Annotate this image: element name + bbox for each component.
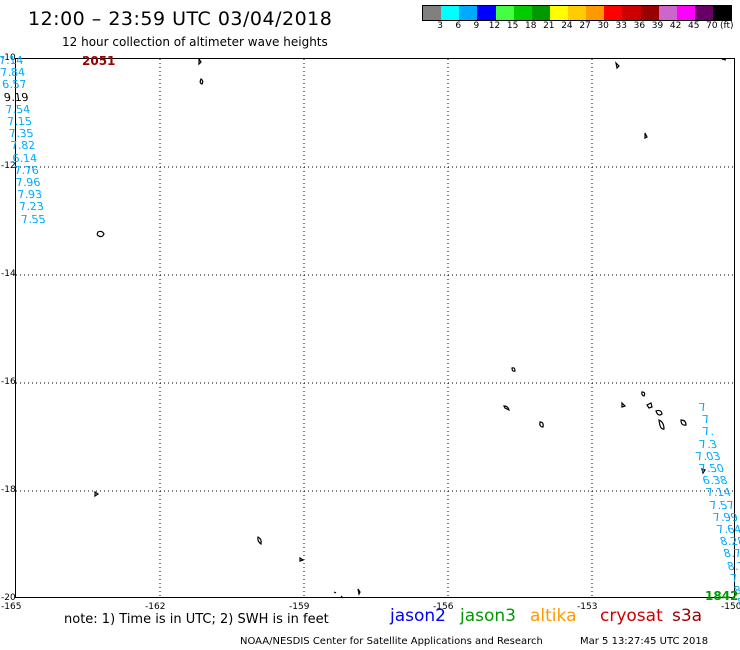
legend-swatch [441,6,460,20]
legend-swatch [713,6,732,20]
island [357,588,361,596]
legend-tick: 36 [633,21,646,31]
color-legend [422,5,732,21]
island [511,367,516,372]
island [701,468,706,475]
wave-height-value: 7.55 [20,212,47,226]
legend-swatch [694,6,713,20]
legend-swatch [459,6,478,20]
longitude-label: -156 [433,602,454,612]
island [199,78,204,85]
legend-swatch [549,6,568,20]
legend-swatch [658,6,677,20]
wave-height-value: 7. [700,425,715,439]
legend-tick: 9 [473,21,480,31]
longitude-label: -153 [577,602,598,612]
latitude-label: -12 [1,161,16,171]
legend-swatch [513,6,532,20]
note-text: note: 1) Time is in UTC; 2) SWH is in fe… [64,612,329,627]
satellite-label-cryosat: cryosat [600,606,663,626]
island [658,419,665,430]
legend-tick: 27 [579,21,591,31]
legend-tick: 3 [437,21,443,31]
pass-time-right: 1842 [705,589,739,603]
island [96,230,105,238]
legend-swatch [568,6,587,20]
longitude-label: -162 [145,602,166,612]
wave-height-value: 6.14 [11,151,38,165]
island [333,591,337,594]
map-svg [16,59,736,599]
wave-height-value: 7.3 [696,437,719,451]
satellite-label-altika: altika [530,606,577,626]
island [94,490,100,498]
grid-lines [16,59,736,599]
pass-time-left: 2051 [82,54,116,68]
wave-height-value: 7.23 [18,200,45,214]
wave-height-value: 8.72 [721,547,740,561]
satellite-label-jason3: jason3 [460,606,516,626]
islands [94,59,727,599]
latitude-label: -20 [1,593,16,603]
island [340,595,344,599]
latitude-label: -18 [1,485,16,495]
legend-ticks: 3 6 9 12 15 18 21 24 27 30 33 36 39 42 45 70 [422,21,730,33]
legend-tick: 18 [524,21,537,31]
island [621,401,627,408]
wave-height-value: 7.14 [703,486,733,500]
satellite-label-s3a: s3a [672,606,703,626]
wave-height-value: 6.57 [1,78,28,92]
longitude-label: -165 [1,602,22,612]
legend-tick: 24 [561,21,573,31]
legend-tick: 12 [488,21,501,31]
island [655,409,663,416]
legend-swatch [676,6,695,20]
island [257,536,262,546]
legend-swatch [586,6,605,20]
legend-tick: 21 [543,21,555,31]
island [680,419,687,426]
island [198,59,202,66]
legend-unit: (ft) [720,21,734,31]
legend-swatch [477,6,496,20]
map-panel: -10 -12 -14 -16 -18 -20 -165 -162 -159 -156 -153 -… [0,53,740,612]
legend-tick: 6 [455,21,462,31]
legend-tick: 70 [706,21,718,31]
wave-height-value: 7.82 [9,139,37,153]
island [615,61,620,70]
legend-tick: 33 [615,21,628,31]
legend-tick: 15 [506,21,519,31]
satellite-label-jason2: jason2 [390,606,446,626]
footer-credit: NOAA/NESDIS Center for Satellite Applica… [240,636,543,647]
island [299,556,305,562]
island [721,59,727,61]
legend-tick: 45 [688,21,700,31]
legend-swatch [531,6,550,20]
legend-tick: 42 [669,21,682,31]
chart-subtitle: 12 hour collection of altimeter wave hei… [62,35,328,49]
legend-tick: 30 [597,21,609,31]
island [641,391,646,397]
legend-swatch [423,6,442,20]
longitude-label: -159 [289,602,310,612]
latitude-label: -10 [1,53,16,63]
island [539,421,544,428]
latitude-label: -16 [1,377,16,387]
legend-swatch [604,6,623,20]
wave-height-value: 7.57 [707,498,736,512]
wave-height-value: 9.19 [2,90,30,104]
legend-swatch [622,6,641,20]
chart-title: 12:00 – 23:59 UTC 03/04/2018 [28,8,333,30]
legend-swatch [640,6,659,20]
legend-swatch [495,6,514,20]
footer-timestamp: Mar 5 13:27:45 UTC 2018 [580,636,709,647]
longitude-label: -150 [721,602,740,612]
island [503,405,510,412]
latitude-label: -14 [1,269,16,279]
legend-tick: 39 [651,21,664,31]
island [644,132,648,139]
island [646,402,653,409]
